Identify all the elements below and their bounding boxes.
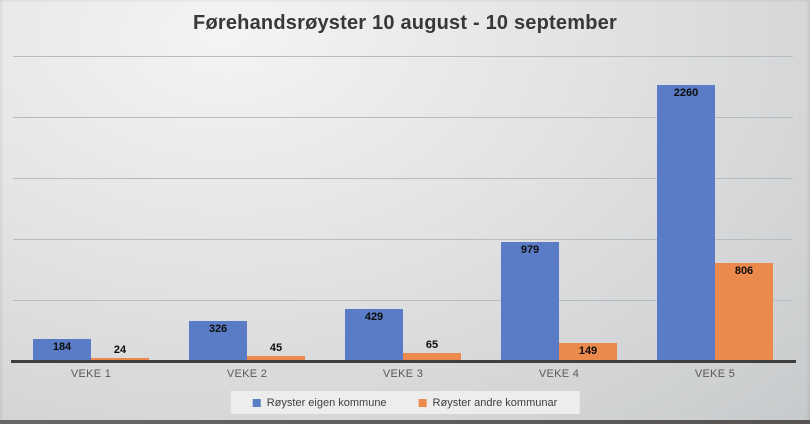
bar-series1-veke-1: 184	[33, 339, 91, 361]
category-group-2: 326 45	[169, 56, 325, 361]
x-axis-line	[11, 360, 796, 363]
x-axis-label-4: VEKE 4	[538, 368, 580, 380]
x-axis-label-5: VEKE 5	[694, 368, 736, 380]
bar-value-label: 24	[113, 344, 127, 356]
chart-title: Førehandsrøyster 10 august - 10 septembe…	[193, 12, 617, 34]
gridline-500	[13, 300, 793, 301]
gridline-2500	[13, 56, 793, 57]
bar-series1-veke-3: 429	[345, 309, 403, 361]
category-group-3: 429 65	[325, 56, 481, 361]
legend-swatch-blue	[252, 398, 261, 407]
plot-area: 184 24 326 45 429 65 979 149 2260 806	[11, 56, 796, 363]
bar-series1-veke-5: 2260	[657, 85, 715, 361]
legend-swatch-orange	[418, 398, 427, 407]
legend-label-andre-kommunar: Røyster andre kommunar	[432, 396, 558, 409]
legend-item-eigen-kommune: Røyster eigen kommune	[252, 396, 387, 409]
bar-value-label: 65	[425, 339, 439, 351]
category-group-1: 184 24	[13, 56, 169, 361]
bar-series1-veke-2: 326	[189, 321, 247, 361]
x-axis-label-2: VEKE 2	[226, 368, 268, 380]
x-axis-labels: VEKE 1 VEKE 2 VEKE 3 VEKE 4 VEKE 5	[13, 368, 793, 380]
gridline-2000	[13, 117, 793, 118]
bar-value-label: 2260	[673, 87, 699, 99]
category-group-4: 979 149	[481, 56, 637, 361]
bar-value-label: 979	[520, 244, 540, 256]
bar-value-label: 806	[734, 265, 754, 277]
bar-value-label: 184	[52, 341, 72, 353]
x-axis-label-1: VEKE 1	[70, 368, 112, 380]
bar-value-label: 45	[269, 342, 283, 354]
category-group-5: 2260 806	[637, 56, 793, 361]
legend-item-andre-kommunar: Røyster andre kommunar	[418, 396, 558, 409]
bar-value-label: 149	[578, 345, 598, 357]
legend: Røyster eigen kommune Røyster andre komm…	[230, 391, 580, 414]
bar-value-label: 326	[208, 323, 228, 335]
bar-series1-veke-4: 979	[501, 242, 559, 361]
bar-columns: 184 24 326 45 429 65 979 149 2260 806	[13, 56, 793, 361]
slide-bottom-edge	[0, 420, 810, 424]
bar-series2-veke-4: 149	[559, 343, 617, 361]
bar-series2-veke-2: 45	[247, 342, 305, 361]
gridline-1500	[13, 178, 793, 179]
x-axis-label-3: VEKE 3	[382, 368, 424, 380]
bar-series2-veke-1: 24	[91, 344, 149, 361]
bar-series2-veke-3: 65	[403, 339, 461, 361]
bar-series2-veke-5: 806	[715, 263, 773, 361]
legend-label-eigen-kommune: Røyster eigen kommune	[266, 396, 387, 409]
gridline-1000	[13, 239, 793, 240]
bar-value-label: 429	[364, 311, 384, 323]
